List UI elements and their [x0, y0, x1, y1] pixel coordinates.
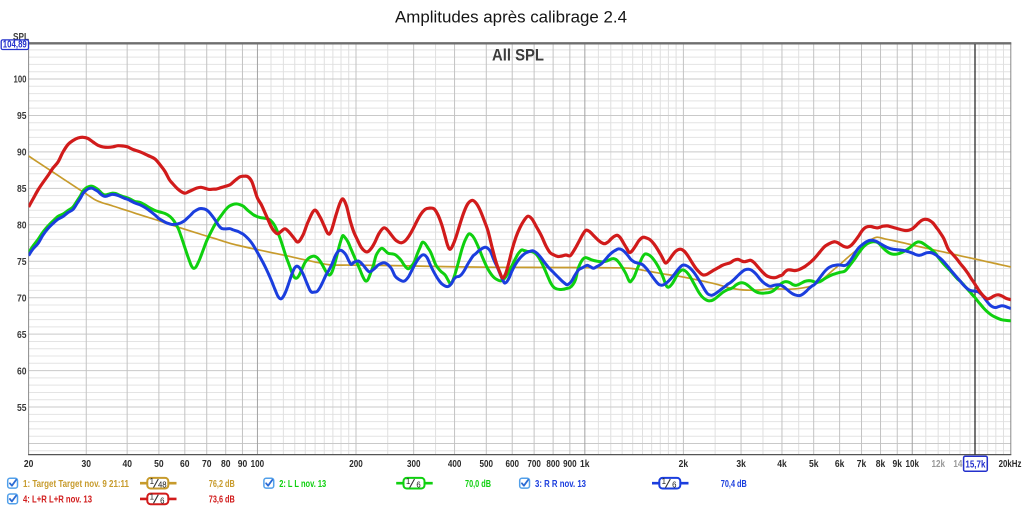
svg-text:50: 50 — [154, 459, 164, 470]
svg-text:1: 1 — [662, 477, 667, 486]
svg-text:20kHz: 20kHz — [999, 459, 1022, 470]
svg-text:80: 80 — [221, 459, 231, 470]
svg-text:6: 6 — [160, 496, 164, 505]
svg-text:1: 1 — [150, 493, 155, 502]
svg-text:900: 900 — [563, 459, 577, 470]
svg-text:12k: 12k — [931, 459, 945, 470]
svg-text:70: 70 — [202, 459, 212, 470]
svg-text:3k: 3k — [736, 459, 746, 470]
svg-text:48: 48 — [158, 481, 167, 490]
svg-text:300: 300 — [407, 459, 421, 470]
svg-text:600: 600 — [505, 459, 519, 470]
svg-text:40: 40 — [122, 459, 132, 470]
svg-text:14k: 14k — [953, 459, 967, 470]
svg-text:1k: 1k — [580, 459, 590, 470]
svg-text:55: 55 — [17, 403, 27, 414]
svg-text:60: 60 — [180, 459, 190, 470]
svg-text:1: 1 — [150, 477, 155, 486]
svg-text:70,0 dB: 70,0 dB — [465, 479, 491, 490]
svg-text:65: 65 — [17, 330, 27, 341]
svg-text:90: 90 — [17, 148, 27, 159]
svg-text:400: 400 — [448, 459, 462, 470]
svg-text:6k: 6k — [835, 459, 845, 470]
svg-text:30: 30 — [82, 459, 92, 470]
svg-text:7k: 7k — [857, 459, 867, 470]
svg-text:70,4 dB: 70,4 dB — [721, 479, 747, 490]
svg-text:8k: 8k — [876, 459, 886, 470]
svg-text:2k: 2k — [679, 459, 689, 470]
svg-text:2: L L nov. 13: 2: L L nov. 13 — [279, 479, 326, 490]
svg-text:6: 6 — [416, 481, 420, 490]
svg-text:15,7k: 15,7k — [965, 459, 985, 470]
svg-text:85: 85 — [17, 184, 27, 195]
svg-text:95: 95 — [17, 111, 27, 122]
svg-text:76,2 dB: 76,2 dB — [209, 479, 235, 490]
svg-text:1: Target Target nov. 9 21:11: 1: Target Target nov. 9 21:11 — [23, 479, 129, 490]
svg-text:4k: 4k — [777, 459, 787, 470]
svg-text:90: 90 — [238, 459, 248, 470]
svg-text:4: L+R L+R nov. 13: 4: L+R L+R nov. 13 — [23, 495, 92, 506]
svg-text:200: 200 — [349, 459, 363, 470]
svg-text:20: 20 — [24, 459, 34, 470]
svg-text:Amplitudes après calibrage 2.4: Amplitudes après calibrage 2.4 — [395, 7, 627, 26]
svg-text:75: 75 — [17, 257, 27, 268]
svg-text:80: 80 — [17, 221, 27, 232]
svg-text:All SPL: All SPL — [492, 45, 544, 64]
svg-text:3: R R nov. 13: 3: R R nov. 13 — [535, 479, 586, 490]
svg-text:10k: 10k — [905, 459, 919, 470]
svg-text:60: 60 — [17, 366, 27, 377]
svg-text:9k: 9k — [893, 459, 903, 470]
svg-text:700: 700 — [527, 459, 541, 470]
svg-text:5k: 5k — [809, 459, 819, 470]
svg-text:SPL: SPL — [13, 32, 29, 43]
svg-text:100: 100 — [14, 75, 27, 86]
svg-text:70: 70 — [17, 293, 27, 304]
svg-text:500: 500 — [480, 459, 494, 470]
svg-text:800: 800 — [546, 459, 560, 470]
svg-text:6: 6 — [672, 481, 676, 490]
svg-text:1: 1 — [406, 477, 411, 486]
svg-text:104,89: 104,89 — [3, 40, 27, 51]
svg-text:100: 100 — [251, 459, 265, 470]
svg-text:73,6 dB: 73,6 dB — [209, 495, 235, 506]
